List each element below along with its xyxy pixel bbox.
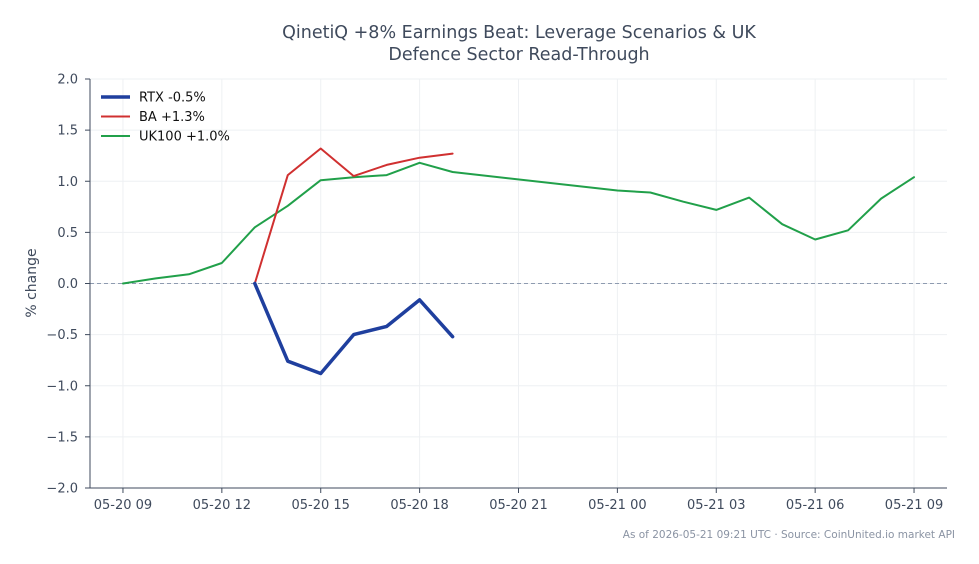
- x-tick-label: 05-21 06: [786, 498, 844, 513]
- legend: RTX -0.5% BA +1.3% UK100 +1.0%: [101, 91, 230, 145]
- y-tick-label: −2.0: [46, 482, 78, 497]
- chart-title-line-1: QinetiQ +8% Earnings Beat: Leverage Scen…: [282, 23, 756, 43]
- y-tick-label: −1.0: [46, 379, 78, 394]
- x-tick-label: 05-20 21: [489, 498, 547, 513]
- y-tick-label: 2.0: [57, 73, 78, 88]
- x-tick-label: 05-20 09: [94, 498, 152, 513]
- chart-title-line-2: Defence Sector Read-Through: [388, 45, 649, 65]
- series-line-rtx: [253, 281, 455, 376]
- legend-label: BA +1.3%: [139, 110, 205, 125]
- x-tick-label: 05-20 12: [193, 498, 251, 513]
- y-tick-label: −1.5: [46, 430, 78, 445]
- axes: 05-20 09 05-20 12 05-20 15 05-20 18 05-20 21…: [46, 73, 947, 513]
- legend-label: UK100 +1.0%: [139, 130, 230, 145]
- y-tick-label: 0.5: [57, 226, 78, 241]
- y-tick-label: 0.0: [57, 277, 78, 292]
- legend-label: RTX -0.5%: [139, 91, 206, 106]
- series-line-ba: [253, 147, 454, 285]
- x-tick-label: 05-20 15: [292, 498, 350, 513]
- x-tick-label: 05-21 03: [687, 498, 745, 513]
- y-tick-label: 1.0: [57, 175, 78, 190]
- y-tick-label: 1.5: [57, 124, 78, 139]
- series-line-uk100: [122, 161, 915, 285]
- x-tick-label: 05-20 18: [390, 498, 448, 513]
- x-tick-label: 05-21 00: [588, 498, 646, 513]
- y-axis-label: % change: [24, 248, 40, 317]
- y-tick-label: −0.5: [46, 328, 78, 343]
- footer-source-note: As of 2026-05-21 09:21 UTC · Source: Coi…: [623, 529, 955, 541]
- x-tick-label: 05-21 09: [885, 498, 943, 513]
- series-layer: [122, 147, 915, 376]
